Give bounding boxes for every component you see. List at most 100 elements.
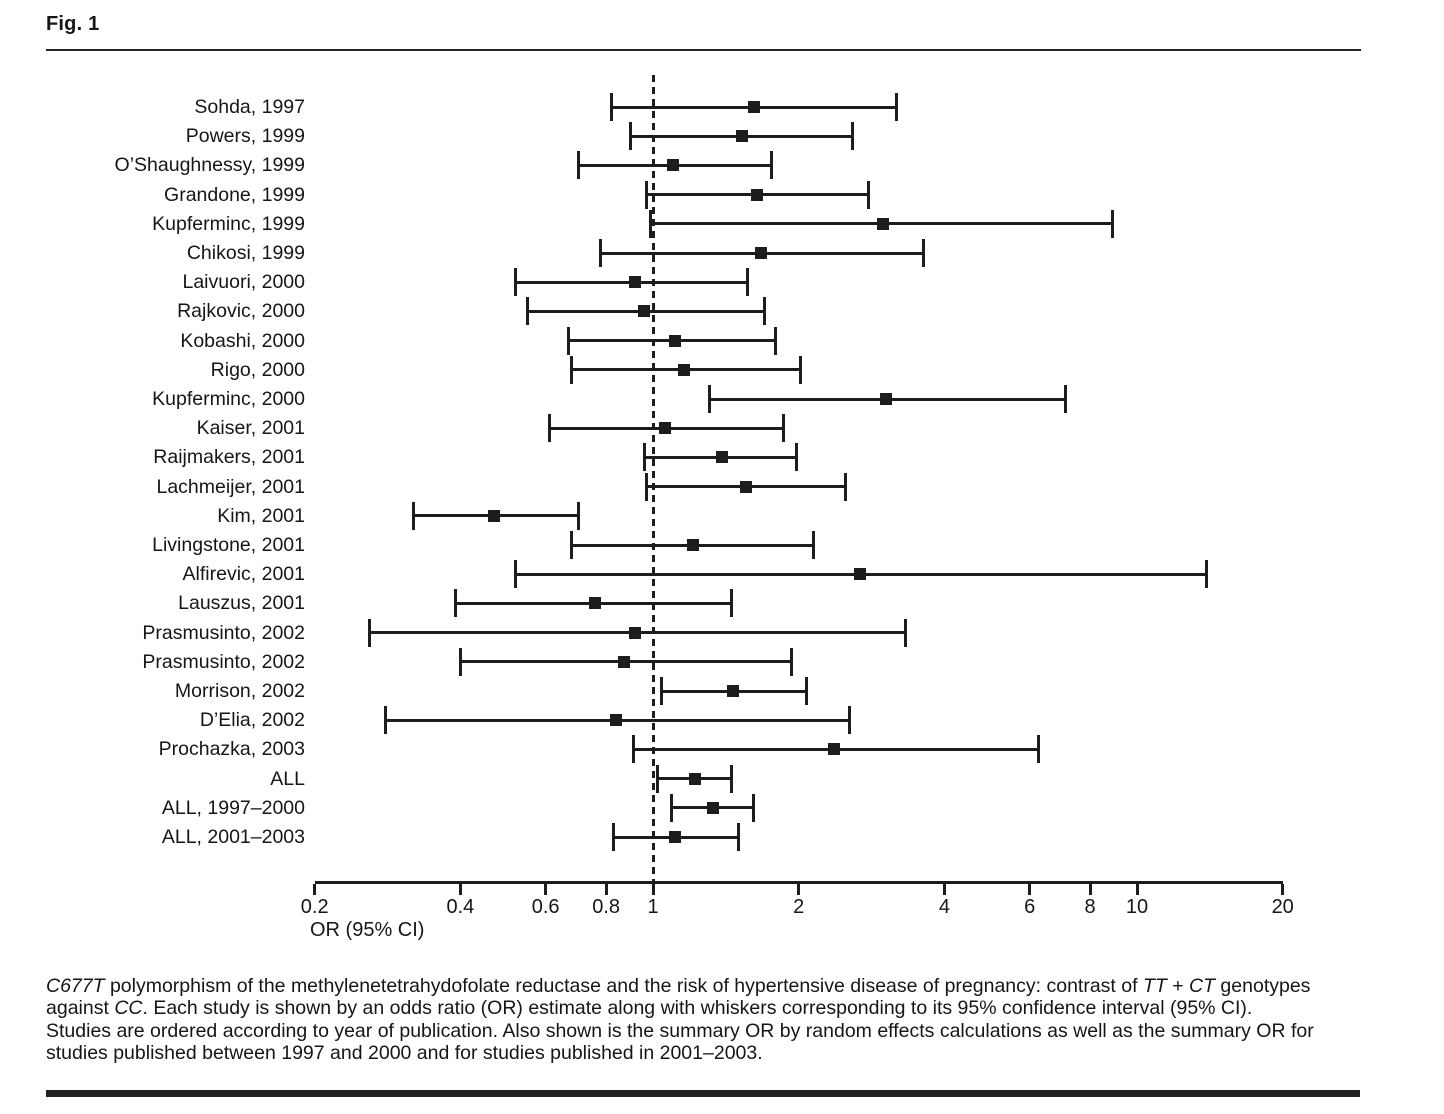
or-point-marker	[659, 422, 672, 435]
study-label: Laivuori, 2000	[182, 271, 305, 294]
ci-cap-left	[514, 560, 518, 589]
or-point-marker	[754, 247, 767, 259]
x-tick-mark	[797, 884, 801, 895]
x-tick-mark	[544, 884, 548, 895]
ci-cap-right	[751, 793, 755, 822]
or-point-marker	[726, 685, 739, 697]
ci-cap-left	[609, 93, 613, 121]
caption-text: +	[1166, 975, 1190, 997]
or-point-marker	[750, 188, 763, 201]
or-point-marker	[880, 393, 893, 405]
or-point-marker	[716, 451, 729, 464]
x-axis-line	[314, 881, 1283, 884]
x-tick-mark	[942, 884, 946, 895]
or-point-marker	[828, 743, 841, 756]
study-label: ALL, 1997–2000	[161, 796, 305, 819]
x-axis-title: OR (95% CI)	[310, 919, 425, 941]
ci-cap-right	[789, 647, 793, 676]
x-tick-label: 6	[1024, 896, 1036, 918]
x-tick-label: 0.8	[592, 896, 620, 918]
ci-cap-left	[525, 297, 529, 326]
or-point-marker	[854, 568, 867, 581]
study-label: Kaiser, 2001	[196, 417, 305, 440]
ci-cap-left	[649, 209, 653, 238]
ci-cap-left	[631, 735, 635, 764]
study-label: Grandone, 1999	[164, 183, 305, 206]
ci-cap-left	[453, 589, 457, 618]
or-point-marker	[629, 276, 642, 289]
caption-line: studies published between 1997 and 2000 …	[46, 1042, 1381, 1064]
caption-text: polymorphism of the methylenetetrahydofo…	[104, 975, 1143, 997]
study-label: Prasmusinto, 2002	[142, 621, 305, 644]
reference-line-or-1	[651, 75, 655, 882]
study-label: Sohda, 1997	[194, 96, 305, 118]
ci-cap-right	[805, 677, 809, 705]
x-tick-mark	[651, 884, 655, 895]
ci-cap-left	[547, 414, 551, 443]
or-point-marker	[736, 130, 749, 143]
ci-cap-left	[599, 239, 603, 267]
study-label: Raijmakers, 2001	[153, 446, 305, 469]
ci-cap-left	[612, 823, 616, 851]
caption-gene-italic: TT	[1142, 975, 1167, 997]
study-label: Prasmusinto, 2002	[142, 650, 305, 673]
ci-cap-right	[904, 618, 908, 647]
study-label: Prochazka, 2003	[158, 738, 305, 761]
or-point-marker	[617, 655, 630, 668]
x-tick-mark	[1135, 884, 1139, 895]
or-point-marker	[706, 801, 719, 814]
figure-label: Fig. 1	[46, 13, 100, 35]
study-label: O’Shaughnessy, 1999	[114, 154, 305, 177]
ci-cap-left	[642, 443, 646, 472]
ci-cap-left	[708, 385, 712, 413]
or-point-marker	[488, 509, 501, 522]
bottom-rule	[46, 1090, 1360, 1097]
x-tick-label: 0.4	[446, 896, 475, 918]
x-tick-label: 4	[938, 896, 950, 918]
study-label: Lauszus, 2001	[178, 592, 305, 615]
ci-cap-left	[645, 472, 649, 501]
study-label: D’Elia, 2002	[199, 709, 305, 732]
caption-line: Studies are ordered according to year of…	[46, 1020, 1381, 1042]
ci-cap-right	[1111, 209, 1114, 238]
ci-cap-right	[867, 180, 871, 209]
ci-cap-left	[411, 501, 415, 530]
ci-cap-left	[567, 326, 571, 355]
figure-caption: C677T polymorphism of the methylenetetra…	[46, 975, 1381, 1065]
ci-cap-left	[570, 355, 574, 384]
caption-text: studies published between 1997 and 2000 …	[46, 1042, 763, 1065]
ci-cap-right	[770, 151, 774, 180]
ci-cap-left	[458, 647, 462, 676]
ci-cap-right	[799, 355, 803, 384]
study-label: Rajkovic, 2000	[177, 300, 305, 323]
ci-cap-left	[659, 677, 663, 705]
caption-gene-italic: CC	[114, 997, 143, 1020]
caption-line: C677T polymorphism of the methylenetetra…	[46, 975, 1381, 997]
or-point-marker	[629, 626, 642, 639]
ci-cap-right	[795, 443, 799, 472]
or-point-marker	[740, 480, 753, 493]
study-label: Kupferminc, 1999	[152, 212, 305, 235]
study-label: ALL	[270, 767, 305, 790]
ci-cap-left	[368, 618, 372, 647]
ci-cap-left	[655, 764, 659, 793]
x-tick-label: 1	[647, 896, 659, 918]
ci-cap-right	[812, 531, 816, 559]
x-tick-mark	[1088, 884, 1092, 895]
ci-cap-left	[514, 268, 518, 297]
study-label: Lachmeijer, 2001	[156, 475, 305, 498]
x-tick-mark	[604, 884, 608, 895]
ci-cap-left	[383, 706, 387, 735]
ci-cap-right	[746, 268, 750, 297]
x-tick-label: 8	[1084, 896, 1096, 918]
ci-cap-left	[629, 122, 633, 151]
ci-cap-right	[729, 589, 733, 618]
study-label: Kobashi, 2000	[180, 329, 305, 352]
or-point-marker	[668, 831, 681, 843]
or-point-marker	[678, 363, 691, 376]
top-rule	[46, 49, 1361, 51]
x-tick-mark	[1028, 884, 1032, 895]
ci-cap-right	[1204, 560, 1208, 589]
